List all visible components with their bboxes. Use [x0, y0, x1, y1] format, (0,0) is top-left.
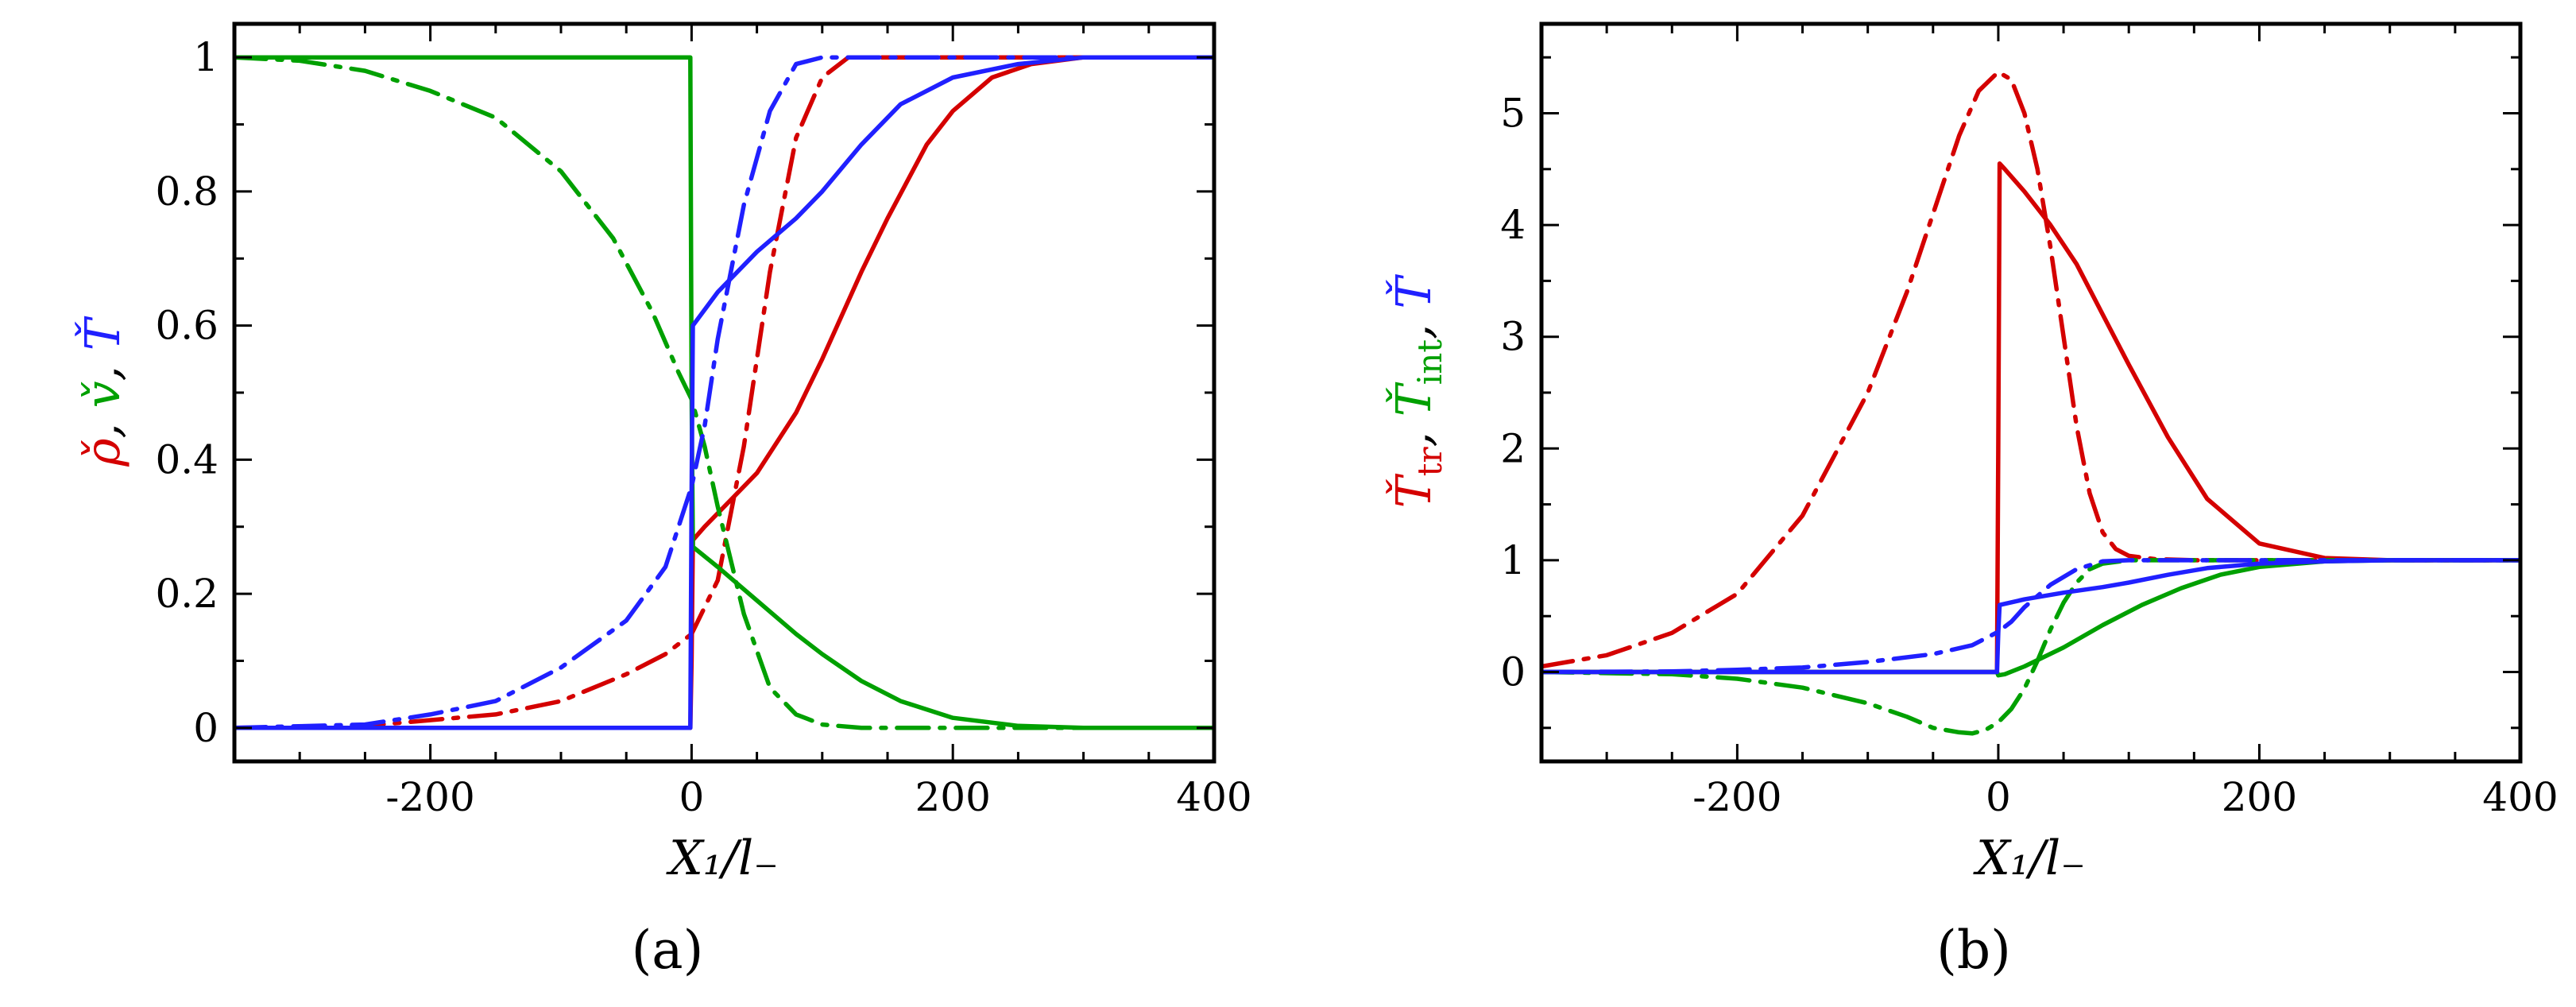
- y-axis-label-part: ,: [1387, 309, 1442, 339]
- y-tick-label: 5: [1500, 90, 1526, 136]
- panel-a: -200 0 200 400 0 0.2 0.4 0.6 0.8 1 X₁/l₋ ρ̌, v̌, Ť (…: [75, 21, 1252, 981]
- plot-frame-a: [232, 21, 1216, 764]
- y-axis-label-part: ,: [1387, 416, 1442, 447]
- y-tick-label: 0.6: [155, 303, 219, 349]
- series-rho-solid: [234, 55, 1214, 730]
- x-axis-label: X₁/l₋: [1973, 831, 2086, 886]
- series-Ttr-solid: [1541, 161, 2520, 675]
- y-axis-label-part: Ť: [75, 316, 131, 351]
- plot-frame-b: [1539, 21, 2523, 764]
- y-axis-label-part: ,: [75, 351, 131, 381]
- series-rho-dashdot: [234, 55, 1214, 730]
- y-tick-label: 1: [193, 34, 219, 80]
- y-axis-label-part: Ť: [1386, 274, 1442, 309]
- series-T-dashdot-b: [1541, 558, 2520, 675]
- y-tick-label: 0: [193, 705, 219, 751]
- series-Ttr-dashdot: [1541, 69, 2520, 669]
- x-tick-label: 400: [1176, 774, 1251, 820]
- series-Tint-dashdot: [1541, 558, 2520, 736]
- y-tick-label: 0.4: [155, 436, 219, 482]
- x-tick-label: 200: [915, 774, 990, 820]
- panel-b: -200 0 200 400 0 1 2 3 4 5 X₁/l₋ Ťtr, Ťint, Ť (b): [1386, 21, 2559, 981]
- y-axis-label-part: ρ̌: [75, 438, 131, 467]
- y-axis-label-part: ,: [75, 408, 131, 438]
- panel-label: (b): [1936, 920, 2011, 981]
- y-axis-label-part: Ť: [1386, 381, 1442, 416]
- series-T-solid: [234, 55, 1214, 730]
- y-axis-label-part: Ť: [1386, 473, 1442, 508]
- y-axis-label-part: v̌: [75, 381, 131, 408]
- y-axis-label-part: int: [1410, 339, 1449, 385]
- curves-a: [234, 55, 1214, 730]
- series-T-solid-b: [1541, 558, 2520, 675]
- y-tick-label: 2: [1500, 425, 1526, 471]
- panel-label: (a): [632, 920, 704, 981]
- y-tick-label: 0.2: [155, 571, 219, 617]
- x-tick-label: 200: [2222, 774, 2297, 820]
- y-tick-label: 1: [1500, 537, 1526, 583]
- x-tick-label: 400: [2482, 774, 2558, 820]
- x-tick-label: 0: [679, 774, 704, 820]
- y-axis-label: ρ̌, v̌, Ť: [75, 316, 131, 467]
- y-tick-label: 0: [1500, 649, 1526, 695]
- series-v-dashdot: [234, 55, 1214, 730]
- y-axis-label: Ťtr, Ťint, Ť: [1386, 274, 1449, 509]
- y-tick-label: 0.8: [155, 168, 219, 215]
- series-v-solid: [234, 55, 1214, 730]
- x-tick-label: -200: [1692, 774, 1781, 820]
- y-tick-label: 4: [1500, 202, 1526, 248]
- series-T-dashdot: [234, 55, 1214, 730]
- x-tick-label: -200: [385, 774, 474, 820]
- curves-b: [1541, 69, 2520, 736]
- y-axis-label-part: tr: [1410, 446, 1449, 476]
- x-axis-label: X₁/l₋: [666, 831, 779, 886]
- y-tick-label: 3: [1500, 314, 1526, 360]
- series-Tint-solid: [1541, 558, 2520, 678]
- x-tick-label: 0: [1986, 774, 2011, 820]
